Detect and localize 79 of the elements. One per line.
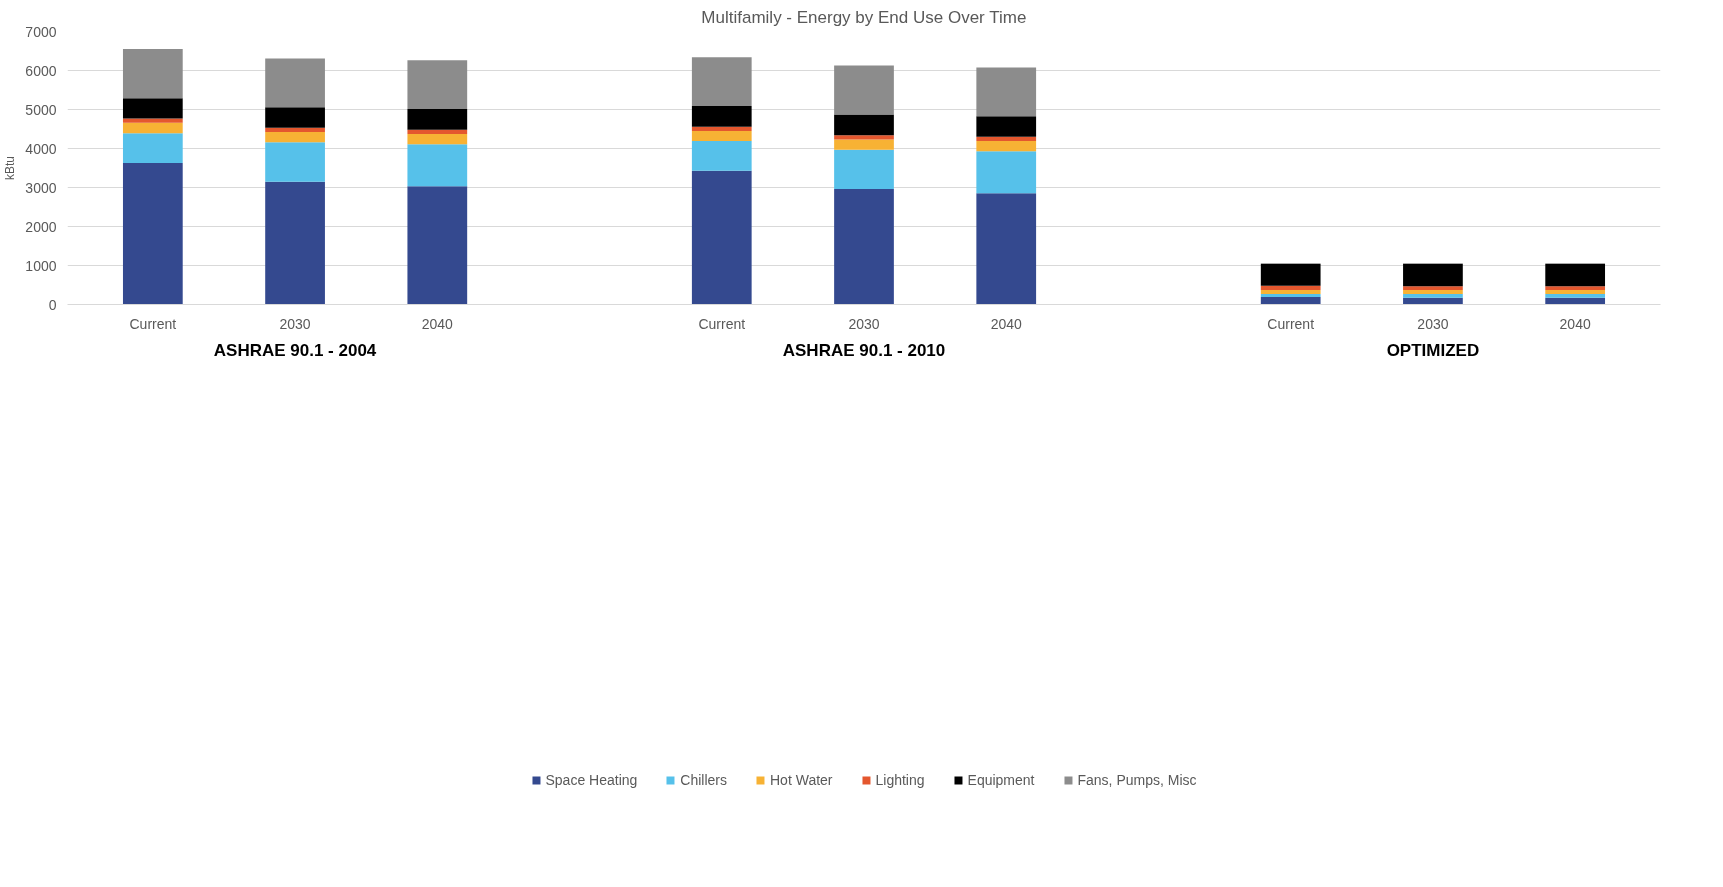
bar — [265, 127, 325, 133]
bar — [407, 60, 468, 110]
bar — [1403, 286, 1463, 291]
bar — [834, 149, 894, 190]
bar — [265, 142, 325, 182]
x-tick-label: 2040 — [990, 315, 1023, 332]
bar — [122, 133, 183, 163]
x-tick-label: 2030 — [279, 315, 311, 332]
bar — [407, 144, 468, 187]
x-tick-label: 2040 — [421, 315, 454, 332]
bar — [834, 189, 894, 305]
bar — [407, 134, 468, 145]
y-tick-label: 3000 — [25, 179, 57, 196]
bar — [834, 135, 894, 140]
y-axis-title: kBtu — [3, 155, 18, 181]
y-tick-label: 1000 — [25, 257, 57, 274]
bar — [834, 65, 894, 115]
y-tick-label: 2000 — [25, 218, 57, 235]
bar — [1260, 293, 1321, 298]
bar — [691, 170, 752, 305]
bar — [1403, 263, 1463, 287]
bar — [691, 141, 752, 171]
legend-label: Space Heating — [545, 772, 638, 788]
bar — [1403, 297, 1463, 305]
bar — [265, 107, 325, 128]
bar — [691, 126, 752, 131]
bar — [834, 114, 894, 136]
bar — [1545, 263, 1606, 287]
bar — [1545, 286, 1606, 291]
bar — [122, 98, 183, 119]
bar — [1260, 263, 1321, 286]
bar — [691, 130, 752, 142]
bar — [691, 57, 752, 106]
bar — [122, 49, 183, 99]
legend-label: Equipment — [967, 772, 1035, 788]
bar — [407, 186, 468, 305]
bar — [265, 58, 325, 108]
bar — [1260, 290, 1321, 294]
bar — [1545, 297, 1606, 305]
text: OPTIMIZED — [1386, 340, 1480, 360]
bar — [691, 105, 752, 127]
x-tick-label: 2040 — [1559, 315, 1591, 332]
y-tick-label: 6000 — [25, 62, 57, 79]
bar — [976, 193, 1037, 305]
bar — [834, 139, 894, 150]
chart-title: Multifamily - Energy by End Use Over Time — [701, 7, 1027, 27]
bar — [1403, 293, 1463, 298]
bar — [122, 162, 183, 305]
bar — [976, 67, 1037, 117]
legend-label: Lighting — [875, 772, 925, 788]
bar — [976, 136, 1037, 142]
legend-label: Hot Water — [770, 772, 833, 788]
bar — [1260, 285, 1321, 291]
bar — [976, 151, 1037, 194]
bar — [122, 118, 183, 123]
x-tick-label: Current — [129, 315, 177, 332]
x-tick-label: 2030 — [1417, 315, 1449, 332]
legend-label: Chillers — [680, 772, 728, 788]
bar — [1545, 290, 1606, 294]
text: ASHRAE 90.1 - 2004 — [213, 340, 377, 360]
bar — [1403, 290, 1463, 294]
bar — [1545, 293, 1606, 298]
bar — [976, 141, 1037, 152]
y-tick-label: 5000 — [25, 101, 57, 118]
x-tick-label: Current — [1267, 315, 1315, 332]
bar — [1260, 297, 1321, 305]
y-tick-label: 0 — [48, 296, 57, 313]
bar — [976, 116, 1037, 137]
bar — [407, 109, 468, 130]
legend-label: Fans, Pumps, Misc — [1077, 772, 1197, 788]
bar — [265, 132, 325, 143]
y-tick-label: 4000 — [25, 140, 57, 157]
bar — [122, 122, 183, 134]
x-tick-label: 2030 — [848, 315, 880, 332]
x-tick-label: Current — [698, 315, 746, 332]
y-tick-label: 7000 — [25, 23, 57, 40]
text: ASHRAE 90.1 - 2010 — [782, 340, 946, 360]
bar — [265, 181, 325, 305]
bar — [407, 129, 468, 135]
